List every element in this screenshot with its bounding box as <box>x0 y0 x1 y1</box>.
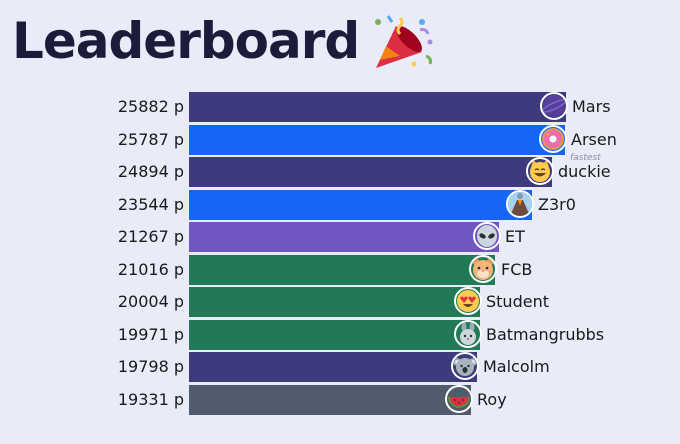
player-score: 19798 p <box>117 357 184 376</box>
player-name: Batmangrubbs <box>486 325 605 344</box>
player-name: Malcolm <box>483 357 550 376</box>
player-score: 25787 p <box>117 130 184 149</box>
score-bar <box>189 287 480 317</box>
score-bar <box>189 190 532 220</box>
watermelon-avatar <box>445 385 473 413</box>
score-bar <box>189 352 477 382</box>
leaderboard-row: 19331 p Roy <box>0 385 680 415</box>
leaderboard-row: 21016 p FCB <box>0 255 680 285</box>
donut-avatar <box>539 125 567 153</box>
leaderboard-row: 20004 p Student <box>0 287 680 317</box>
leaderboard-row: 25787 p Arsen fastest <box>0 125 680 163</box>
fastest-badge: fastest <box>570 153 601 163</box>
score-bar <box>189 92 566 122</box>
player-name: Mars <box>572 97 611 116</box>
score-bar <box>189 125 565 155</box>
koala-avatar <box>451 352 479 380</box>
score-bar <box>189 320 480 350</box>
hamster-avatar <box>469 255 497 283</box>
player-score: 21016 p <box>117 260 184 279</box>
player-score: 21267 p <box>117 227 184 246</box>
player-score: 25882 p <box>117 97 184 116</box>
player-score: 19331 p <box>117 390 184 409</box>
page-title: Leaderboard <box>12 12 360 70</box>
leaderboard-row: 24894 p duckie <box>0 157 680 187</box>
player-name: Z3r0 <box>538 195 576 214</box>
player-name: Arsen <box>571 130 617 149</box>
player-name: FCB <box>501 260 533 279</box>
score-bar <box>189 157 552 187</box>
alien-avatar <box>473 222 501 250</box>
score-bar <box>189 255 495 285</box>
rabbit-avatar <box>454 320 482 348</box>
player-name: Student <box>486 292 549 311</box>
player-score: 19971 p <box>117 325 184 344</box>
score-bar <box>189 222 499 252</box>
leaderboard-row: 25882 p Mars <box>0 92 680 122</box>
leaderboard-row: 21267 p ET <box>0 222 680 252</box>
player-score: 20004 p <box>117 292 184 311</box>
party-popper-icon <box>375 15 433 68</box>
planet-avatar <box>540 92 568 120</box>
leaderboard-row: 23544 p Z3r0 <box>0 190 680 220</box>
leaderboard-row: 19798 p Malcolm <box>0 352 680 382</box>
player-name: ET <box>505 227 525 246</box>
player-score: 24894 p <box>117 162 184 181</box>
player-name: Roy <box>477 390 507 409</box>
leaderboard-row: 19971 p Batmangrubbs <box>0 320 680 350</box>
score-bar <box>189 385 471 415</box>
player-name: duckie <box>558 162 611 181</box>
grinning-cat-avatar <box>526 157 554 185</box>
heart-eyes-avatar <box>454 287 482 315</box>
volcano-avatar <box>506 190 534 218</box>
player-score: 23544 p <box>117 195 184 214</box>
